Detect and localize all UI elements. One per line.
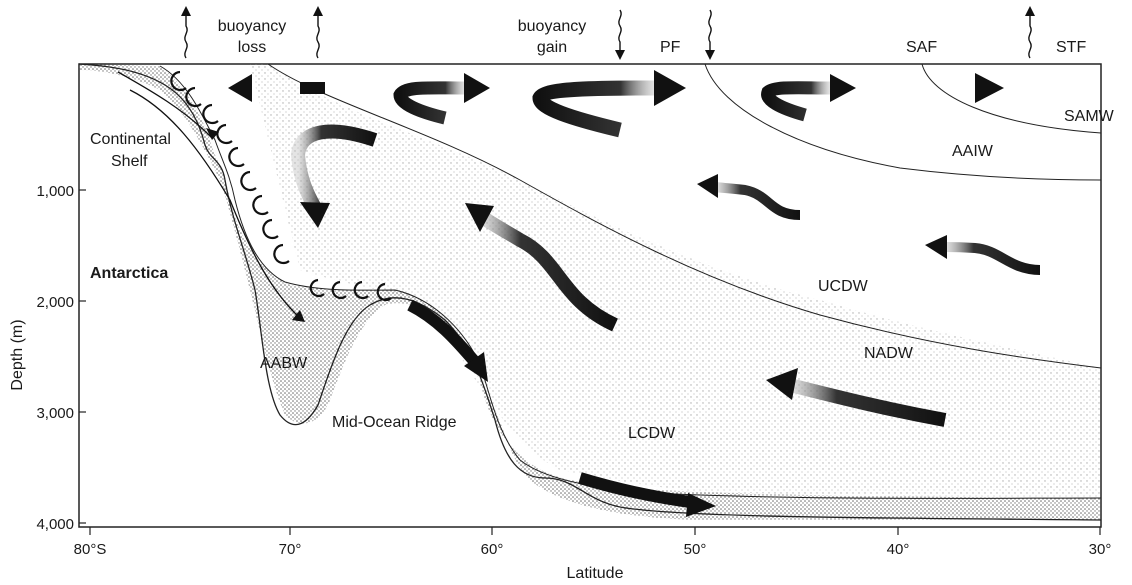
buoyancy-gain-label-line2: gain — [537, 39, 567, 56]
flow-arrow-aaiw-1 — [697, 174, 801, 220]
plot-frame — [78, 63, 1102, 528]
y-tick-4000: 4,000 — [36, 516, 74, 533]
pf-label: PF — [660, 39, 681, 56]
wavy-down-arrow-icon — [618, 9, 622, 52]
aaiw-label: AAIW — [952, 143, 994, 160]
lcdw-label: LCDW — [628, 425, 676, 442]
x-tick-60: 60° — [481, 541, 504, 558]
wavy-up-arrow-icon — [316, 14, 320, 59]
flow-arrow-sinking — [290, 124, 378, 228]
deep-water-stipple — [250, 64, 1101, 500]
flow-arrow-aabw-bottom — [578, 472, 716, 517]
slope-flow-arrows — [117, 71, 301, 319]
stf-label: STF — [1056, 39, 1086, 56]
wavy-up-arrow-icon — [184, 14, 188, 59]
x-axis-ticks — [89, 527, 1101, 535]
slope-arrowhead-lower — [292, 310, 305, 322]
continental-shelf-label-line2: Shelf — [111, 153, 148, 170]
saf-label: SAF — [906, 39, 937, 56]
buoyancy-loss-label-line1: buoyancy — [218, 18, 287, 35]
flux-arrowheads — [181, 6, 1035, 60]
flow-arrow-upwelling-2 — [761, 74, 856, 122]
flow-arrow-samw — [905, 73, 1004, 103]
x-tick-70: 70° — [279, 541, 302, 558]
ucdw-boundary-line — [267, 63, 1102, 369]
flow-arrow-upwelling-1 — [393, 73, 490, 125]
continental-shelf-label-line1: Continental — [90, 131, 171, 148]
eddy-crescents — [170, 70, 392, 301]
x-tick-30: 30° — [1089, 541, 1112, 558]
x-tick-50: 50° — [684, 541, 707, 558]
y-tick-3000: 3,000 — [36, 405, 74, 422]
y-tick-2000: 2,000 — [36, 294, 74, 311]
y-axis-title: Depth (m) — [9, 319, 26, 390]
nadw-label: NADW — [864, 345, 914, 362]
ucdw-label: UCDW — [818, 278, 869, 295]
wavy-up-arrow-icon — [1028, 14, 1032, 59]
flow-arrow-aaiw-2 — [925, 235, 1041, 275]
x-axis-title: Latitude — [567, 565, 624, 582]
buoyancy-gain-label-line1: buoyancy — [518, 18, 587, 35]
samw-boundary-line — [921, 63, 1102, 134]
slope-arrowhead-upper — [206, 128, 219, 140]
flow-arrow-aabw-downslope — [407, 299, 488, 382]
aabw-label: AABW — [260, 355, 308, 372]
flow-arrow-nadw — [766, 368, 947, 427]
y-axis-ticks — [79, 189, 86, 524]
antarctica-label: Antarctica — [90, 265, 168, 282]
buoyancy-loss-label-line2: loss — [238, 39, 266, 56]
mid-ocean-ridge-label: Mid-Ocean Ridge — [332, 414, 457, 431]
x-tick-40: 40° — [887, 541, 910, 558]
y-tick-1000: 1,000 — [36, 183, 74, 200]
aabw-layer — [79, 64, 1101, 520]
wavy-down-arrow-icon — [708, 9, 712, 52]
flux-arrows — [184, 9, 1032, 59]
flow-arrow-upwelling-pf — [532, 70, 686, 138]
aaiw-boundary-line — [704, 63, 1102, 181]
flow-arrow-ucdw — [465, 203, 619, 332]
seafloor-outline-inner — [159, 65, 1102, 499]
samw-label: SAMW — [1064, 108, 1115, 125]
seafloor-outline — [78, 63, 1102, 521]
x-tick-80s: 80°S — [74, 541, 107, 558]
